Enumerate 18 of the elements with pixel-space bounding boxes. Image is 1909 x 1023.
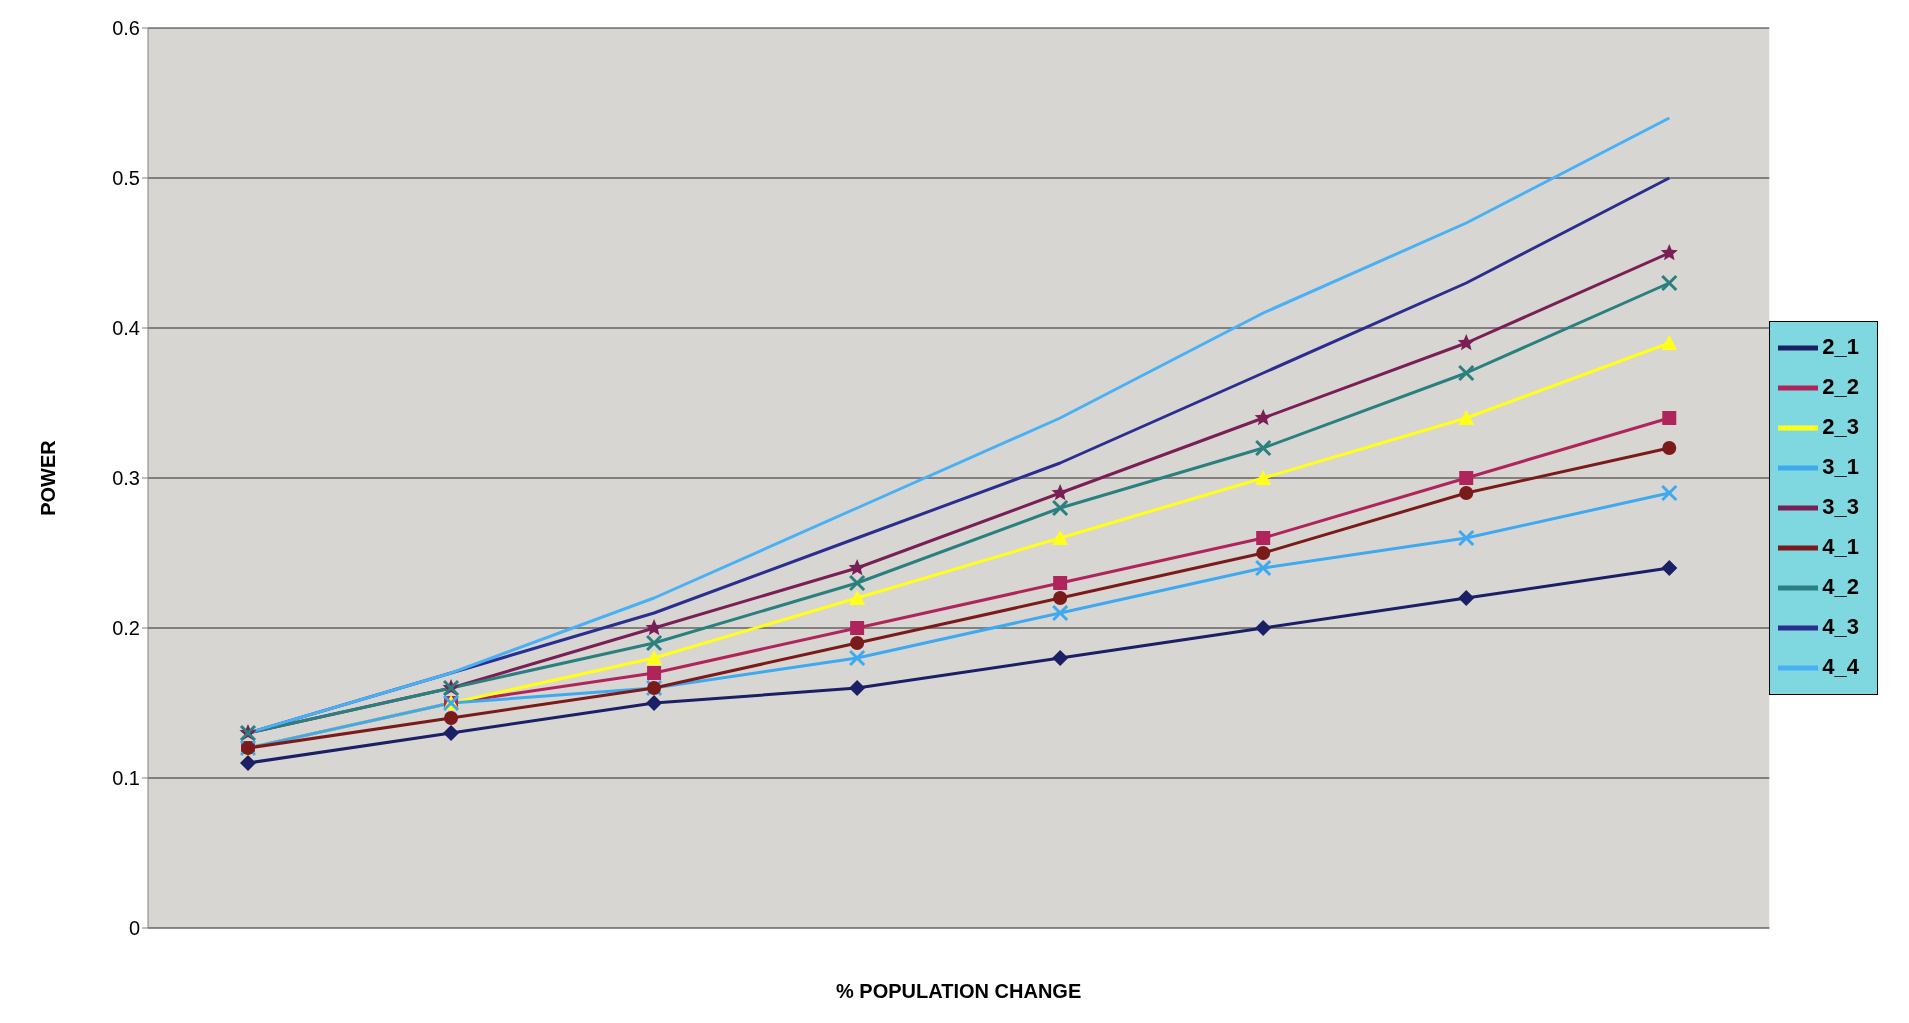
legend-label: 4_4 xyxy=(1822,653,1859,679)
x-axis-title: % POPULATION CHANGE xyxy=(836,980,1082,1002)
legend-label: 3_3 xyxy=(1822,493,1859,519)
legend-label: 2_1 xyxy=(1822,333,1859,359)
legend-label: 4_3 xyxy=(1822,613,1859,639)
legend-label: 4_2 xyxy=(1822,573,1859,599)
legend-label: 2_2 xyxy=(1822,373,1859,399)
y-tick-label: 0.2 xyxy=(112,617,140,640)
y-tick-label: 0.1 xyxy=(112,767,140,790)
y-tick-label: 0 xyxy=(128,917,140,940)
y-axis-title: POWER xyxy=(37,439,60,516)
legend-label: 3_1 xyxy=(1822,453,1859,479)
y-tick-label: 0.3 xyxy=(112,467,140,490)
legend-label: 4_1 xyxy=(1822,533,1859,559)
y-tick-label: 0.6 xyxy=(112,17,140,40)
y-tick-label: 0.4 xyxy=(112,317,140,340)
legend-label: 2_3 xyxy=(1822,413,1859,439)
y-tick-label: 0.5 xyxy=(112,167,140,190)
